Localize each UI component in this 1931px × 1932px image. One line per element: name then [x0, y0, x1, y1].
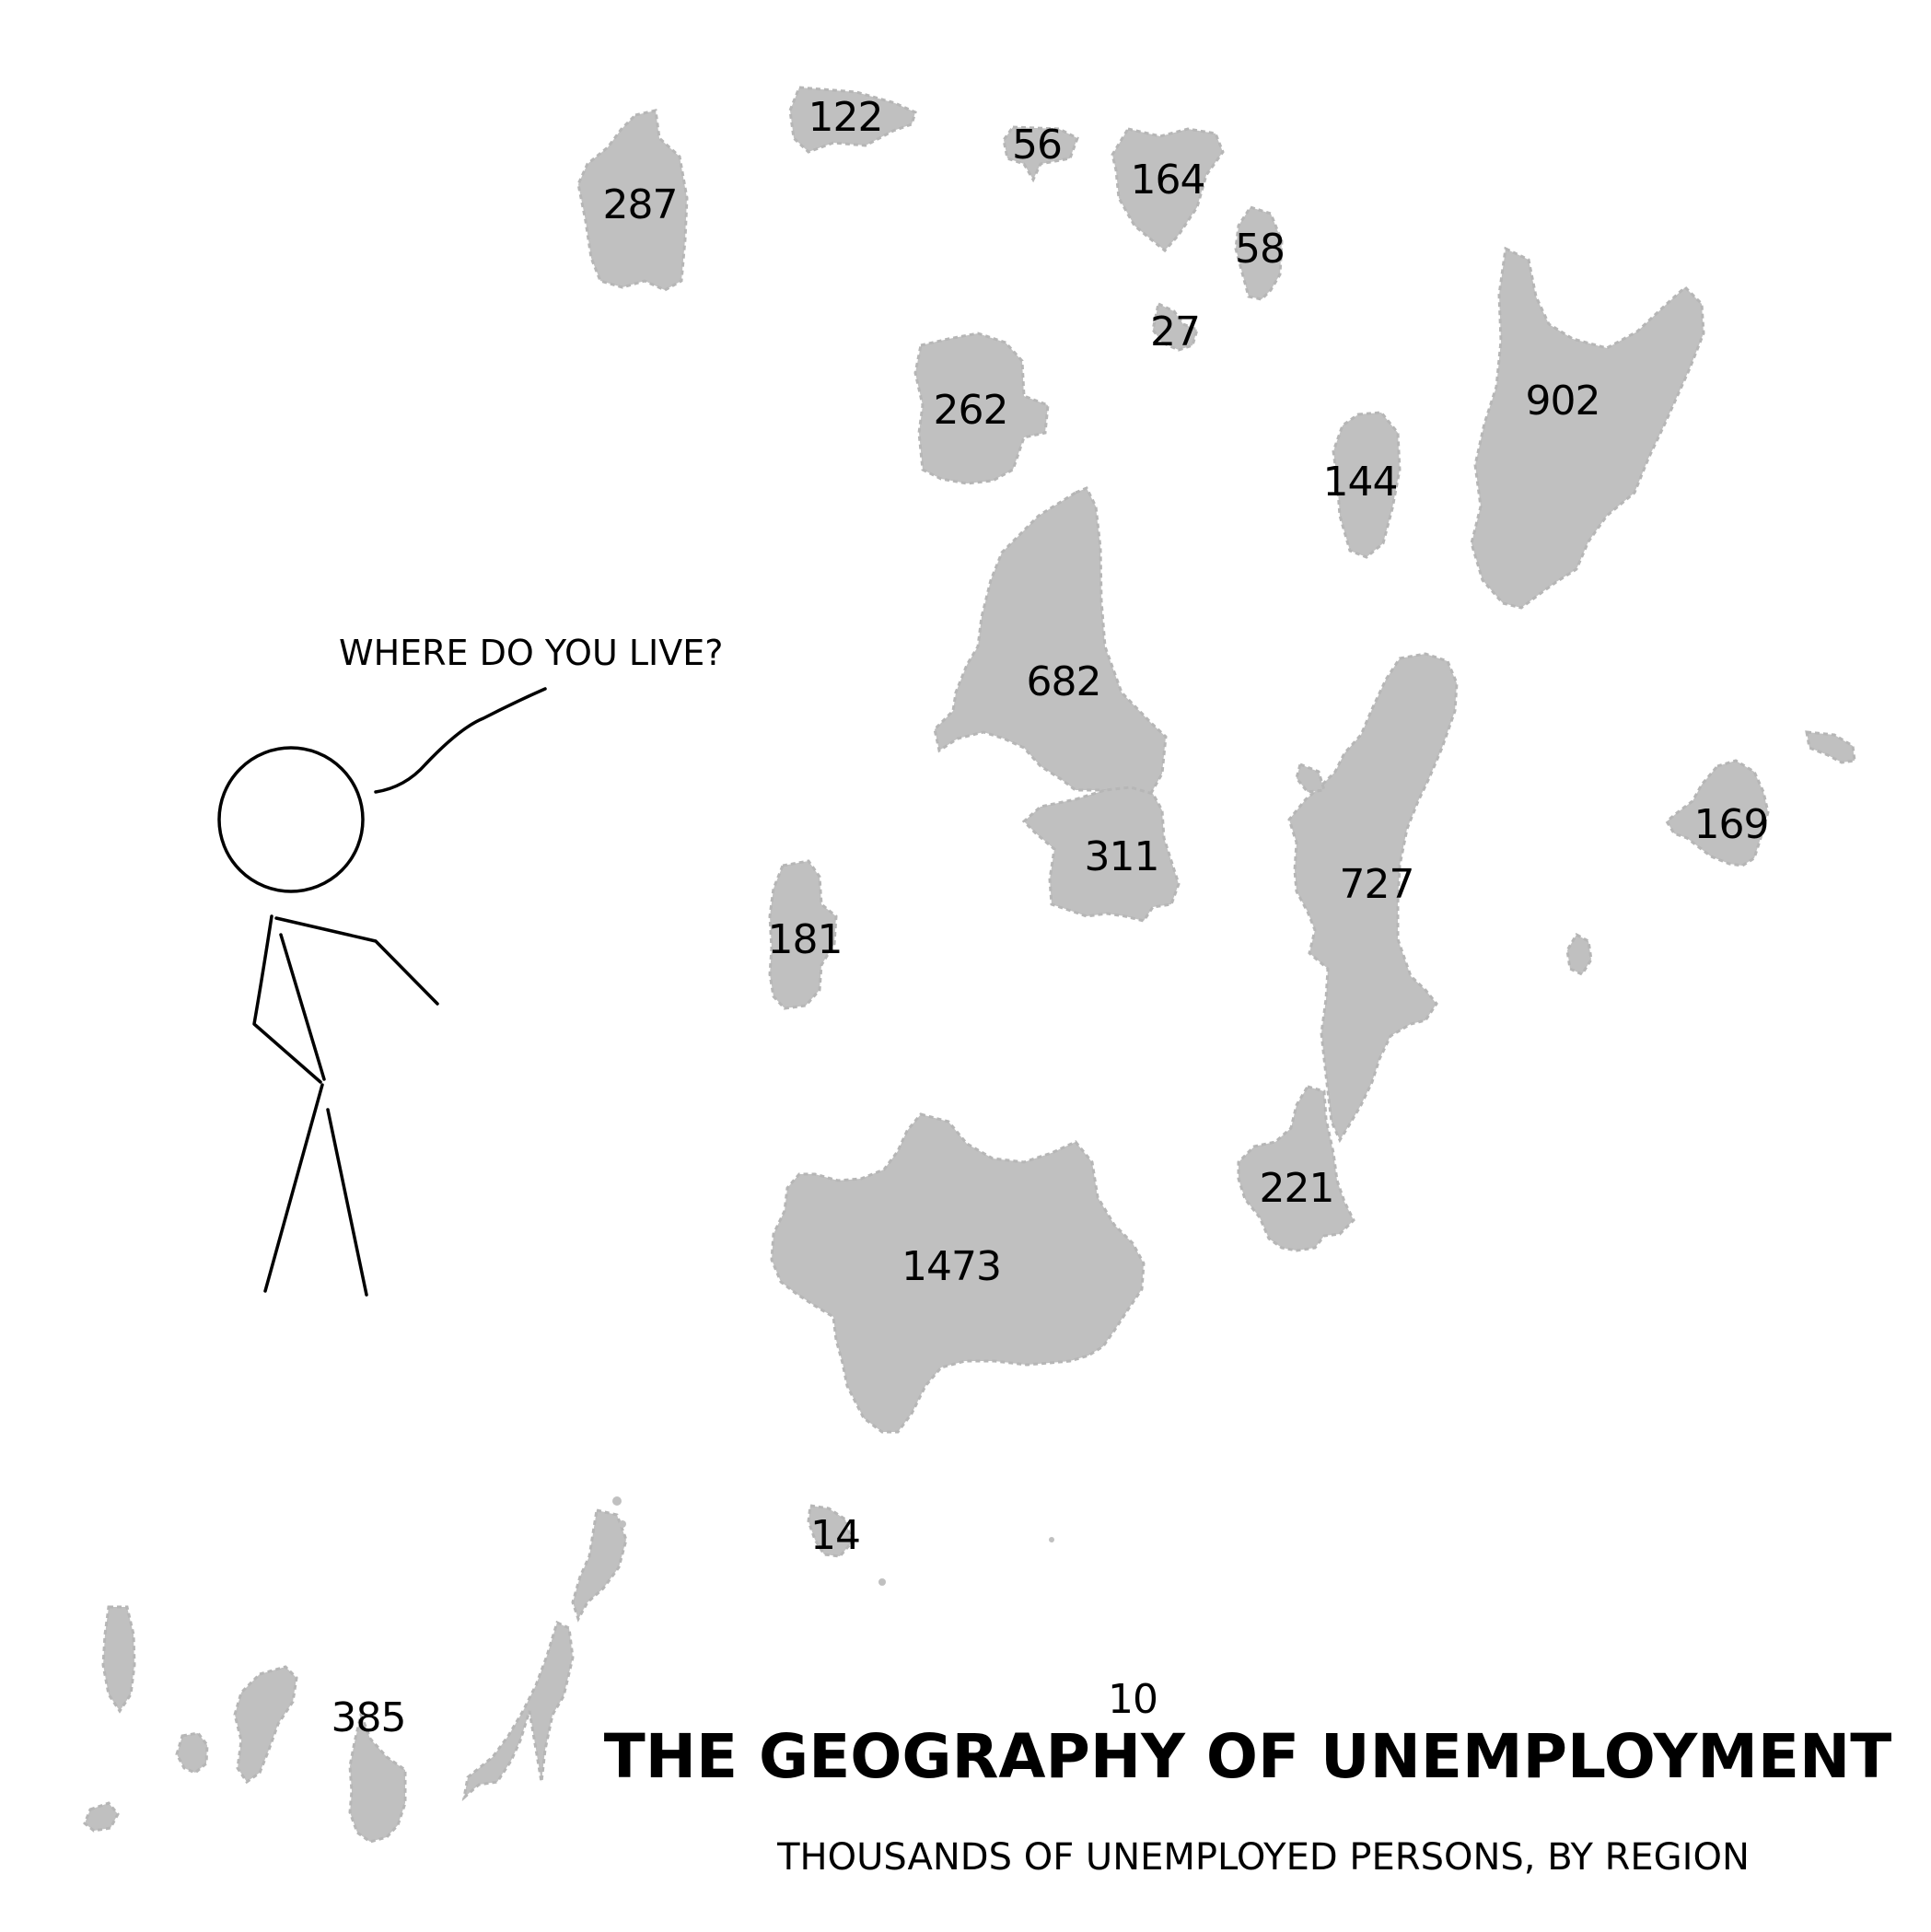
- region-label-385: 385: [332, 1694, 406, 1741]
- region-label-682: 682: [1027, 658, 1101, 705]
- region-shapes: [83, 86, 1856, 1844]
- region-shape-385-lanzarote: [571, 1508, 628, 1623]
- region-label-58: 58: [1235, 226, 1285, 273]
- region-shape-902: [1470, 246, 1705, 610]
- region-shape-385-la-palma: [101, 1605, 136, 1714]
- region-shape-287: [576, 109, 689, 292]
- map-islets: [612, 1496, 1054, 1586]
- region-shape-181: [768, 859, 838, 1010]
- stick-figure-body: [252, 914, 326, 1084]
- region-shape-385-el-hierro: [83, 1801, 120, 1833]
- region-label-181: 181: [768, 916, 843, 963]
- region-label-902: 902: [1526, 378, 1600, 425]
- region-label-727: 727: [1340, 861, 1414, 908]
- region-shape-122: [788, 86, 917, 154]
- chart-title: THE GEOGRAPHY OF UNEMPLOYMENT: [604, 1721, 1892, 1792]
- region-label-221: 221: [1260, 1165, 1334, 1212]
- region-shape-385-fuerteventura: [461, 1620, 575, 1801]
- region-label-27: 27: [1150, 308, 1200, 355]
- speech-tail: [374, 687, 547, 794]
- region-shape-385-tenerife: [233, 1665, 298, 1785]
- islet-dot: [619, 1520, 626, 1528]
- islet-dot: [612, 1496, 622, 1506]
- region-label-122: 122: [808, 94, 883, 141]
- region-shape-169-islet-a: [1805, 730, 1856, 764]
- region-shape-56: [1002, 125, 1079, 183]
- region-label-287: 287: [603, 181, 678, 228]
- region-shape-221: [1237, 1085, 1355, 1252]
- stick-figure: WHERE DO YOU LIVE?: [217, 633, 723, 1297]
- region-shape-727: [1287, 652, 1459, 1144]
- region-shape-169: [1665, 759, 1770, 867]
- region-label-311: 311: [1085, 833, 1159, 880]
- region-shape-144: [1332, 411, 1402, 559]
- region-label-14: 14: [810, 1512, 860, 1559]
- region-label-56: 56: [1012, 122, 1062, 169]
- stick-figure-head: [217, 746, 365, 893]
- region-label-1473: 1473: [902, 1243, 1001, 1290]
- region-shape-27: [1151, 301, 1199, 352]
- stick-figure-legs: [263, 1083, 368, 1297]
- region-label-144: 144: [1323, 459, 1398, 506]
- speech-bubble-text: WHERE DO YOU LIVE?: [339, 633, 723, 673]
- chart-subtitle: THOUSANDS OF UNEMPLOYED PERSONS, BY REGI…: [776, 1836, 1750, 1879]
- islet-dot: [878, 1578, 886, 1586]
- region-label-10: 10: [1108, 1676, 1157, 1723]
- region-shape-262: [913, 332, 1050, 485]
- region-label-169: 169: [1694, 801, 1769, 848]
- region-shape-14: [807, 1504, 854, 1558]
- region-shape-311: [1021, 786, 1181, 923]
- stick-figure-arm: [274, 916, 439, 1006]
- region-shape-164: [1111, 127, 1225, 253]
- region-shape-58: [1234, 205, 1284, 301]
- region-label-164: 164: [1131, 157, 1205, 204]
- region-label-262: 262: [934, 387, 1008, 434]
- region-shape-169-islet-b: [1565, 932, 1593, 976]
- region-shape-682: [933, 486, 1168, 798]
- region-shape-727-islet: [1295, 762, 1326, 794]
- region-shape-385-la-gomera: [175, 1731, 209, 1775]
- region-shape-1473: [770, 1112, 1146, 1434]
- region-shape-385-gran-canaria: [348, 1709, 407, 1844]
- region-labels: 287 122 56 164 58 27 262 902 144 682 311…: [332, 94, 1770, 1741]
- islet-dot: [1049, 1537, 1054, 1542]
